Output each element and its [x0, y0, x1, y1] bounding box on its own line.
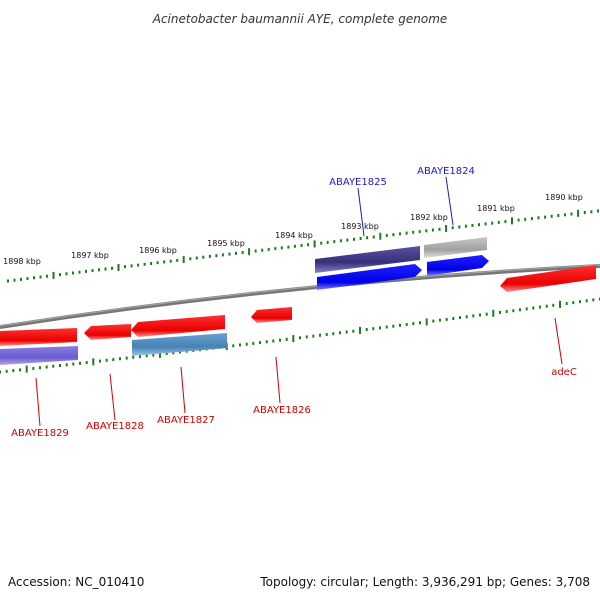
scale-label: 1890 kbp [545, 193, 583, 202]
gene-labels: ABAYE1825 ABAYE1824 ABAYE1829 ABAYE1828 … [11, 166, 577, 439]
genome-backbone [0, 264, 600, 329]
cds-reverse-abaye1829[interactable] [0, 328, 77, 346]
leader-line [357, 187, 365, 237]
leader-line [554, 317, 563, 365]
scale-label: 1891 kbp [477, 204, 515, 213]
scale-label: 1898 kbp [3, 257, 41, 266]
leader-lines [35, 176, 563, 427]
cds-reverse-abaye1827[interactable] [131, 315, 225, 337]
scale-label: 1892 kbp [410, 213, 448, 222]
leader-line [35, 377, 41, 427]
reverse-features [0, 265, 596, 365]
gene-label-abaye1827[interactable]: ABAYE1827 [157, 415, 215, 426]
gene-label-adec[interactable]: adeC [551, 367, 577, 378]
gene-label-abaye1825[interactable]: ABAYE1825 [329, 177, 387, 188]
scale-labels: 1898 kbp 1897 kbp 1896 kbp 1895 kbp 1894… [3, 193, 583, 266]
cds-forward-abaye1825[interactable] [317, 264, 422, 290]
cds-reverse-abaye1828[interactable] [84, 324, 131, 340]
cds-forward-abaye1824[interactable] [427, 255, 489, 276]
cds-reverse-abaye1826[interactable] [251, 307, 292, 323]
feature-grey[interactable] [424, 237, 487, 258]
leader-line [445, 176, 454, 226]
gene-label-abaye1824[interactable]: ABAYE1824 [417, 166, 475, 177]
gene-label-abaye1829[interactable]: ABAYE1829 [11, 428, 69, 439]
forward-features [315, 237, 489, 290]
feature-steel-blue[interactable] [132, 333, 227, 356]
gene-label-abaye1826[interactable]: ABAYE1826 [253, 405, 311, 416]
genome-backbone-highlight [0, 264, 600, 327]
leader-line [109, 373, 116, 421]
cds-reverse-adec[interactable] [500, 265, 596, 292]
feature-dark-purple[interactable] [315, 246, 420, 273]
feature-light-purple[interactable] [0, 346, 78, 365]
scale-label: 1893 kbp [341, 222, 379, 231]
scale-label: 1897 kbp [71, 251, 109, 260]
gene-label-abaye1828[interactable]: ABAYE1828 [86, 421, 144, 432]
scale-label: 1896 kbp [139, 246, 177, 255]
scale-label: 1895 kbp [207, 239, 245, 248]
leader-line [275, 356, 281, 404]
scale-label: 1894 kbp [275, 231, 313, 240]
outer-tick-marks [7, 209, 599, 283]
topology-text: Topology: circular; Length: 3,936,291 bp… [259, 575, 590, 589]
accession-text: Accession: NC_010410 [8, 575, 144, 589]
map-title: Acinetobacter baumannii AYE, complete ge… [152, 12, 448, 26]
leader-line [180, 366, 186, 414]
